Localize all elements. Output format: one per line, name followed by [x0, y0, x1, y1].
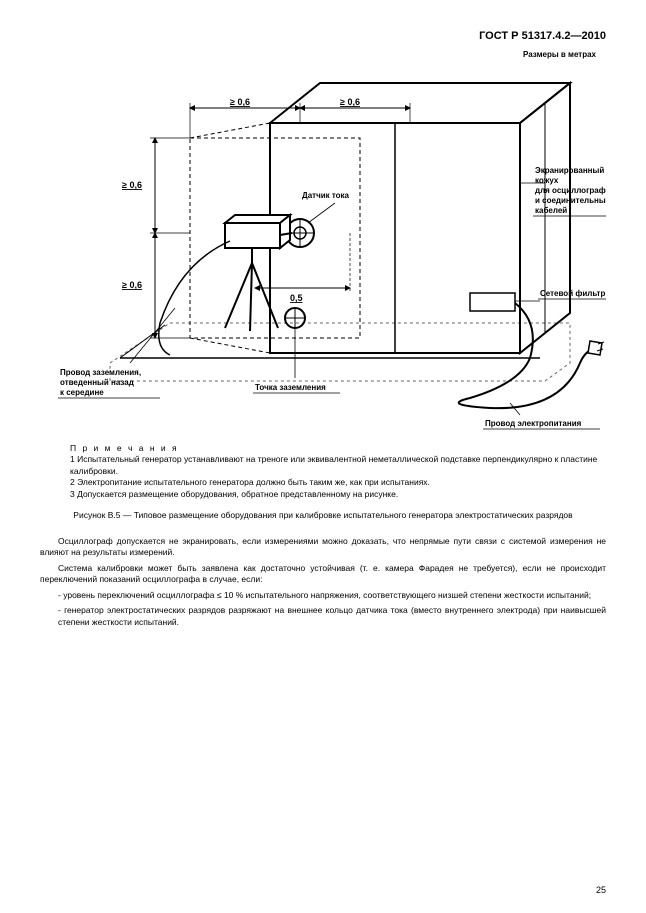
- label-ground-wire-3: к середине: [60, 388, 104, 397]
- dimensions-note: Размеры в метрах: [40, 50, 606, 59]
- label-sensor: Датчик тока: [302, 191, 350, 200]
- paragraph-1: Осциллограф допускается не экранировать,…: [40, 536, 606, 559]
- label-shield-2: кожух: [535, 176, 559, 185]
- label-shield-1: Экранированный: [535, 166, 604, 175]
- document-page: ГОСТ Р 51317.4.2—2010 Размеры в метрах: [0, 0, 646, 913]
- label-filter: Сетевой фильтр: [540, 289, 605, 298]
- notes-title: П р и м е ч а н и я: [70, 443, 606, 454]
- label-ground-wire-1: Провод заземления,: [60, 368, 141, 377]
- dim-top2: ≥ 0,6: [340, 97, 360, 107]
- page-number: 25: [596, 885, 606, 895]
- dim-top1: ≥ 0,6: [230, 97, 250, 107]
- paragraph-2: Система калибровки может быть заявлена к…: [40, 563, 606, 586]
- standard-code: ГОСТ Р 51317.4.2—2010: [40, 30, 606, 42]
- label-power-cord: Провод электропитания: [485, 419, 582, 428]
- note-2: 2 Электропитание испытательного генерато…: [70, 477, 606, 488]
- dim-left2: ≥ 0,6: [122, 280, 142, 290]
- bullet-1: - уровень переключений осциллографа ≤ 10…: [58, 590, 606, 601]
- label-shield-3: для осциллографа: [535, 186, 606, 195]
- note-1: 1 Испытательный генератор устанавливают …: [70, 454, 606, 477]
- dim-left1: ≥ 0,6: [122, 180, 142, 190]
- bullet-2: - генератор электростатических разрядов …: [58, 605, 606, 628]
- label-ground-point: Точка заземления: [255, 383, 326, 392]
- dim-inner: 0,5: [290, 293, 303, 303]
- figure-caption: Рисунок В.5 — Типовое размещение оборудо…: [40, 510, 606, 521]
- notes-block: П р и м е ч а н и я 1 Испытательный гене…: [70, 443, 606, 500]
- note-3: 3 Допускается размещение оборудования, о…: [70, 489, 606, 500]
- label-shield-4: и соединительных: [535, 196, 606, 205]
- figure-diagram: ≥ 0,6 ≥ 0,6 ≥ 0,6 ≥ 0,6 0,5 Датчик тока: [40, 63, 606, 433]
- label-ground-wire-2: отведенный назад: [60, 378, 134, 387]
- label-shield-5: кабелей: [535, 206, 567, 215]
